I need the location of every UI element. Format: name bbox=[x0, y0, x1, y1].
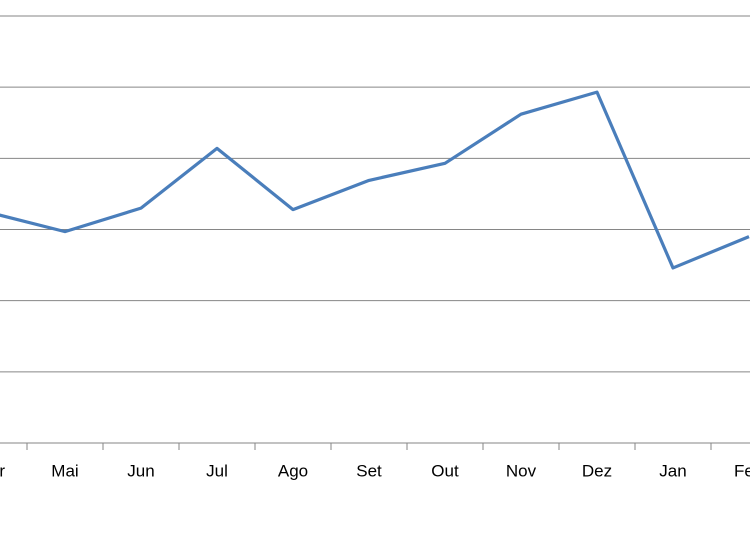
data-line bbox=[0, 90, 750, 270]
x-tick-label: Jun bbox=[127, 461, 154, 480]
x-tick-label: Out bbox=[431, 461, 459, 480]
x-tick-label: Jul bbox=[206, 461, 228, 480]
x-tick-label: Mai bbox=[51, 461, 78, 480]
x-tick-label: Ago bbox=[278, 461, 308, 480]
x-tick-label: r bbox=[0, 461, 5, 480]
x-tick-label: Dez bbox=[582, 461, 612, 480]
x-tick-label: Set bbox=[356, 461, 382, 480]
x-tick-label: Fe bbox=[734, 461, 750, 480]
x-tick-label: Jan bbox=[659, 461, 686, 480]
x-tick-label: Nov bbox=[506, 461, 537, 480]
